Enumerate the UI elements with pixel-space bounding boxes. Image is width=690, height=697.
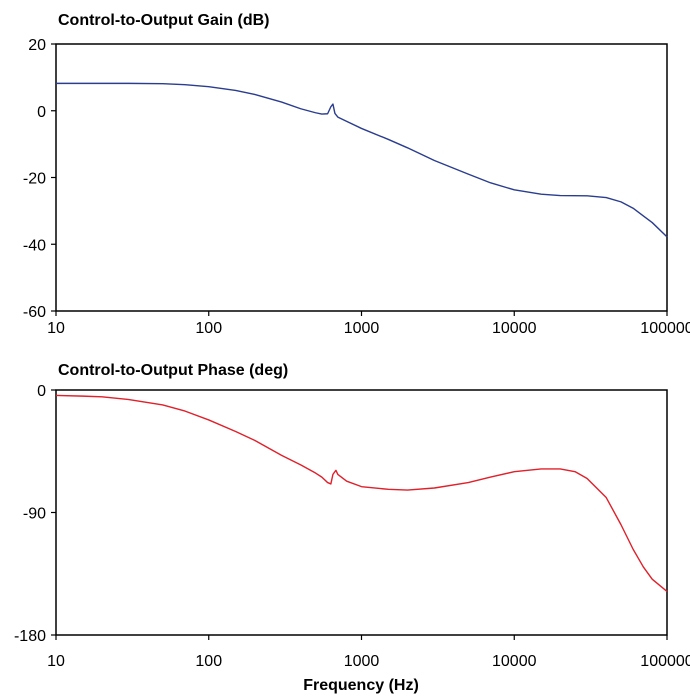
gain-x-axis: 10 100 1000 10000 100000 <box>47 311 690 337</box>
gain-x-tick-label: 1000 <box>344 320 380 337</box>
gain-y-tick-label: -20 <box>23 171 46 188</box>
phase-x-tick-label: 10000 <box>492 653 537 670</box>
gain-chart: Control-to-Output Gain (dB) 20 0 -20 -40 -60… <box>23 12 690 337</box>
gain-x-tick-label: 10 <box>47 320 65 337</box>
gain-x-tick-label: 100000 <box>640 320 690 337</box>
phase-y-tick-label: -90 <box>23 506 46 523</box>
phase-x-tick-label: 10 <box>47 653 65 670</box>
gain-chart-title: Control-to-Output Gain (dB) <box>58 12 270 29</box>
gain-y-axis: 20 0 -20 -40 -60 <box>23 37 56 321</box>
phase-y-tick-label: 0 <box>37 383 46 400</box>
gain-y-tick-label: 20 <box>28 37 46 54</box>
phase-chart: Control-to-Output Phase (deg) 0 -90 -180 1… <box>14 362 690 694</box>
gain-series-line <box>56 82 668 238</box>
phase-x-tick-label: 100000 <box>640 653 690 670</box>
gain-plot-area <box>55 43 668 312</box>
phase-y-tick-label: -180 <box>14 628 46 645</box>
phase-y-axis: 0 -90 -180 <box>14 383 56 645</box>
phase-x-axis: 10 100 1000 10000 100000 <box>47 635 690 670</box>
gain-y-tick-label: -40 <box>23 237 46 254</box>
gain-y-tick-label: -60 <box>23 304 46 321</box>
gain-x-tick-label: 10000 <box>492 320 537 337</box>
phase-x-axis-title: Frequency (Hz) <box>303 677 419 694</box>
gain-x-tick-label: 100 <box>195 320 222 337</box>
phase-plot-area <box>55 389 668 636</box>
phase-x-tick-label: 100 <box>195 653 222 670</box>
phase-x-tick-label: 1000 <box>344 653 380 670</box>
gain-y-tick-label: 0 <box>37 104 46 121</box>
phase-chart-title: Control-to-Output Phase (deg) <box>58 362 288 379</box>
phase-series-line <box>55 394 668 592</box>
